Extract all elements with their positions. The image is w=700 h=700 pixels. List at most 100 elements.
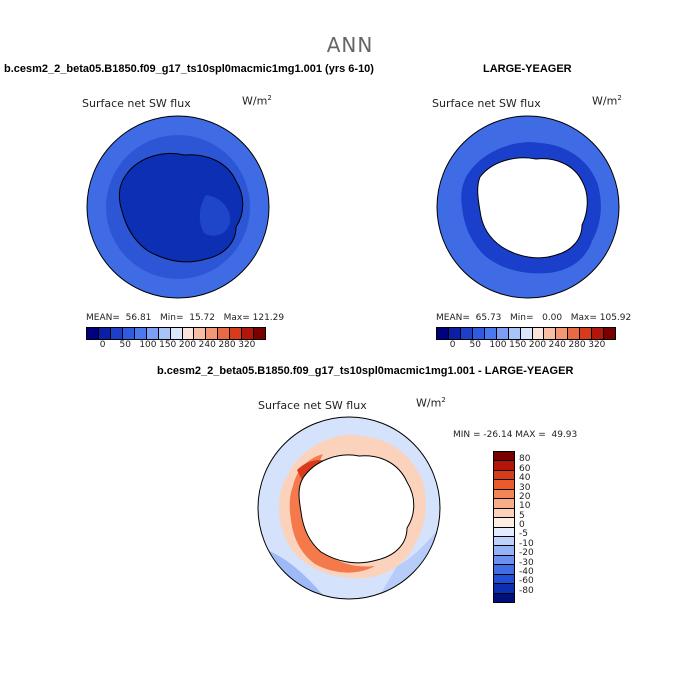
colorbar-tick-label: 240: [198, 340, 216, 350]
colorbar-swatch: [568, 328, 581, 339]
map-obs-outline: [436, 115, 620, 299]
map-obs-antarctica: [477, 157, 588, 259]
colorbar-swatch: [206, 328, 219, 339]
colorbar-swatch: [494, 593, 514, 602]
colorbar-diff: [493, 451, 515, 603]
colorbar-obs: [436, 327, 616, 340]
colorbar-tick-label: 10: [519, 501, 531, 512]
colorbar-swatch: [580, 328, 593, 339]
colorbar-swatch: [122, 328, 135, 339]
colorbar-tick-label: 280: [568, 340, 586, 350]
colorbar-model-labels: 0 50 100 150 200 240 280 320: [86, 340, 266, 352]
colorbar-tick-label: 100: [489, 340, 507, 350]
colorbar-tick-label: 0: [449, 340, 456, 350]
colorbar-swatch: [494, 565, 514, 575]
panel-diff-variable: Surface net SW flux: [258, 399, 367, 412]
colorbar-swatch: [508, 328, 521, 339]
map-obs: [436, 115, 620, 299]
colorbar-tick-label: 240: [548, 340, 566, 350]
colorbar-swatch: [254, 328, 266, 339]
colorbar-swatch: [87, 328, 99, 339]
colorbar-swatch: [194, 328, 207, 339]
colorbar-tick-label: 150: [509, 340, 527, 350]
panel-model-title: b.cesm2_2_beta05.B1850.f09_g17_ts10spl0m…: [4, 63, 374, 75]
colorbar-swatch: [556, 328, 569, 339]
panel-model-stats: MEAN= 56.81 Min= 15.72 Max= 121.29: [86, 313, 285, 323]
panel-obs-variable: Surface net SW flux: [432, 97, 541, 110]
colorbar-tick-label: -10: [519, 538, 534, 549]
colorbar-swatch: [110, 328, 123, 339]
panel-diff-minmax: MIN = -26.14 MAX = 49.93: [453, 430, 578, 440]
colorbar-swatch: [544, 328, 557, 339]
colorbar-swatch: [218, 328, 231, 339]
map-diff-antarctica: [298, 454, 415, 564]
colorbar-swatch: [520, 328, 533, 339]
colorbar-swatch: [448, 328, 461, 339]
colorbar-tick-label: 200: [528, 340, 547, 350]
colorbar-tick-label: 100: [139, 340, 157, 350]
colorbar-swatch: [170, 328, 183, 339]
colorbar-tick-label: 50: [119, 340, 131, 350]
colorbar-tick-label: 80: [519, 454, 531, 465]
map-model-outline: [86, 115, 270, 299]
colorbar-swatch: [146, 328, 159, 339]
colorbar-model: [86, 327, 266, 340]
colorbar-swatch: [494, 452, 514, 462]
colorbar-tick-label: 320: [238, 340, 256, 350]
colorbar-tick-label: 320: [588, 340, 606, 350]
colorbar-tick-label: 30: [519, 482, 531, 493]
colorbar-tick-label: 5: [519, 510, 525, 521]
colorbar-obs-labels: 0 50 100 150 200 240 280 320: [436, 340, 616, 352]
colorbar-tick-label: 150: [159, 340, 177, 350]
colorbar-diff-labels: 80 60 40 30 20 10 5 0 -5 -10 -20 -30 -40 -60 -80: [519, 451, 559, 601]
colorbar-tick-label: 50: [469, 340, 481, 350]
colorbar-swatch: [494, 584, 514, 594]
colorbar-swatch: [230, 328, 243, 339]
colorbar-tick-label: -80: [519, 585, 534, 596]
colorbar-swatch: [182, 328, 195, 339]
colorbar-tick-label: 40: [519, 473, 531, 484]
colorbar-swatch: [494, 518, 514, 528]
map-diff-outline: [257, 416, 441, 600]
colorbar-tick-label: -30: [519, 557, 534, 568]
colorbar-swatch: [98, 328, 111, 339]
colorbar-tick-label: -5: [519, 529, 528, 540]
colorbar-swatch: [494, 536, 514, 547]
colorbar-swatch: [484, 328, 497, 339]
colorbar-swatch: [494, 470, 514, 481]
colorbar-tick-label: 200: [178, 340, 197, 350]
colorbar-swatch: [158, 328, 171, 339]
colorbar-swatch: [532, 328, 545, 339]
panel-obs-title: LARGE-YEAGER: [483, 63, 572, 75]
page-title: ANN: [326, 33, 374, 57]
map-model: [86, 115, 270, 299]
colorbar-swatch: [437, 328, 449, 339]
colorbar-tick-label: -40: [519, 566, 534, 577]
colorbar-tick-label: -60: [519, 576, 534, 587]
panel-diff-title: b.cesm2_2_beta05.B1850.f09_g17_ts10spl0m…: [157, 365, 574, 377]
panel-obs-stats: MEAN= 65.73 Min= 0.00 Max= 105.92: [436, 313, 632, 323]
colorbar-swatch: [592, 328, 605, 339]
panel-model-units: W/m2: [242, 94, 272, 108]
colorbar-swatch: [494, 499, 514, 509]
panel-obs-units: W/m2: [592, 94, 622, 108]
panel-diff-units: W/m2: [416, 396, 446, 410]
colorbar-swatch: [494, 555, 514, 566]
colorbar-swatch: [604, 328, 616, 339]
colorbar-swatch: [494, 489, 514, 500]
colorbar-tick-label: -20: [519, 548, 534, 559]
colorbar-swatch: [494, 480, 514, 490]
map-diff: [257, 416, 441, 600]
colorbar-tick-label: 280: [218, 340, 236, 350]
colorbar-tick-label: 0: [99, 340, 106, 350]
colorbar-swatch: [460, 328, 473, 339]
colorbar-swatch: [494, 574, 514, 585]
colorbar-tick-label: 0: [519, 520, 525, 530]
colorbar-swatch: [134, 328, 147, 339]
colorbar-tick-label: 20: [519, 491, 531, 502]
map-model-land-shade: [199, 195, 231, 236]
colorbar-tick-label: 60: [519, 463, 531, 474]
colorbar-swatch: [496, 328, 509, 339]
colorbar-swatch: [494, 546, 514, 556]
colorbar-swatch: [494, 461, 514, 471]
